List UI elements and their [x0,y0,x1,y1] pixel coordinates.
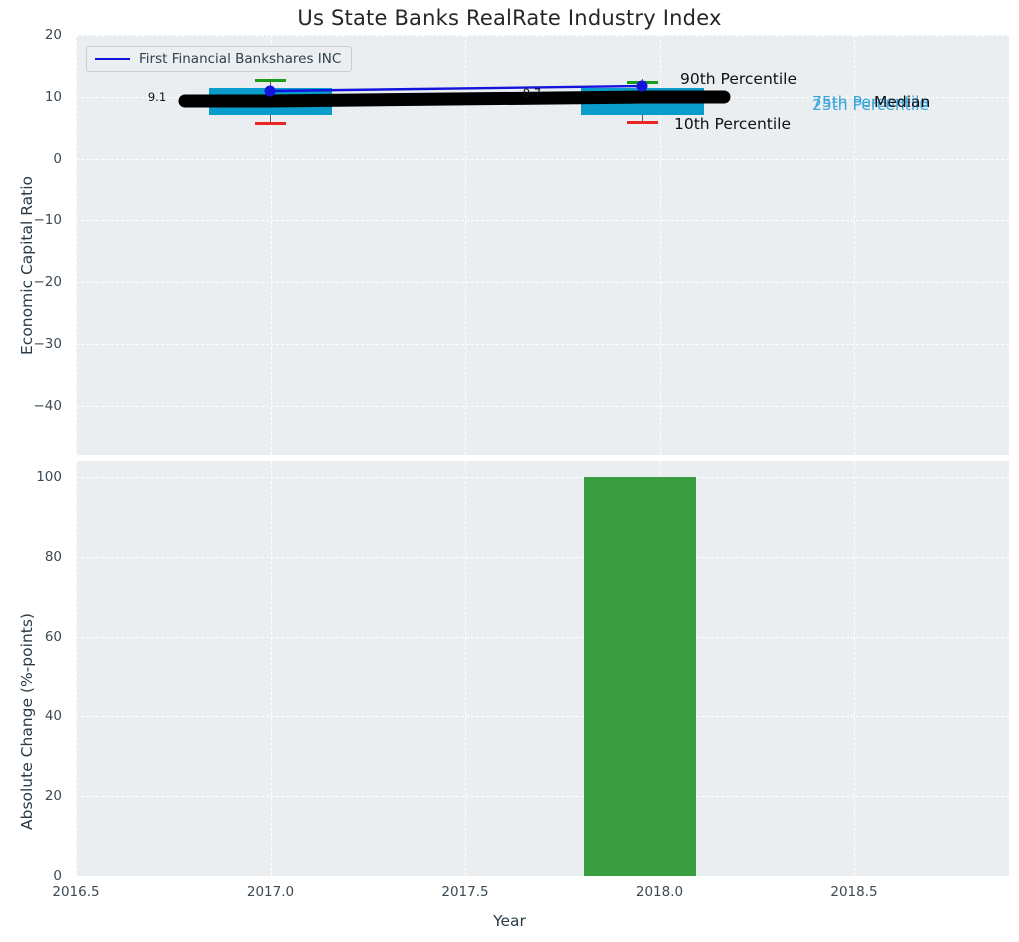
ytick-top-m30: −30 [33,335,63,352]
legend-line-icon [95,58,130,60]
gridline-h [76,477,1009,478]
gridline-h [76,796,1009,798]
gridline-h [76,716,1009,718]
chart-title: Us State Banks RealRate Industry Index [297,6,722,30]
annotation-90th-percentile: 90th Percentile [680,70,798,88]
series-marker-2018[interactable] [636,80,648,92]
ytick-top-m40: −40 [33,397,63,414]
ytick-bot-80: 80 [44,548,62,565]
annotation-10th-percentile: 10th Percentile [674,115,792,133]
cap-10th-2017 [255,122,286,125]
panel-absolute-change [76,461,1009,877]
annotation-25th-percentile: 25th Percentile [812,96,930,114]
xtick-2017-0: 2017.0 [246,884,295,900]
legend[interactable]: First Financial Bankshares INC [86,46,353,72]
ytick-bot-20: 20 [44,788,62,805]
xtick-2017-5: 2017.5 [441,884,489,900]
ytick-bot-100: 100 [36,469,62,485]
ytick-bot-0: 0 [53,868,62,884]
yaxis-label-top: Economic Capital Ratio [18,175,36,355]
series-marker-2017[interactable] [264,85,276,97]
gridline-v [465,461,466,876]
gridline-v [854,461,855,876]
cap-90th-2017 [255,79,286,82]
annotation-median: Median [874,93,931,111]
ytick-top-20: 20 [44,27,62,43]
median-connector [178,90,731,108]
gridline-v [270,461,272,876]
series-line-first-financial [269,84,643,93]
ytick-bot-40: 40 [44,708,62,725]
gridline-h [76,556,1009,558]
panel-economic-capital-ratio: 9.1 9.7 90th Percentile 10th Percentile … [76,35,1009,455]
ytick-top-m10: −10 [33,212,63,229]
xtick-2016-5: 2016.5 [52,884,100,900]
annotation-75th-percentile: 75th Percentile [812,93,930,111]
ytick-bot-60: 60 [44,628,62,645]
gridline-h [76,876,1009,877]
point-label-2018: 9.7 [522,86,542,100]
cap-10th-2018 [627,121,658,124]
point-label-2017: 9.1 [147,90,167,104]
legend-label-first-financial: First Financial Bankshares INC [139,51,342,67]
bar-2018[interactable] [584,477,696,876]
ytick-top-m20: −20 [33,274,63,291]
gridline-h [76,636,1009,638]
ytick-top-0: 0 [53,150,62,167]
xtick-2018-0: 2018.0 [635,884,684,900]
xaxis-label: Year [493,912,526,930]
ytick-top-10: 10 [44,88,62,105]
yaxis-label-bottom: Absolute Change (%-points) [18,613,36,830]
xtick-2018-5: 2018.5 [830,884,878,900]
gridline-v [76,461,77,876]
